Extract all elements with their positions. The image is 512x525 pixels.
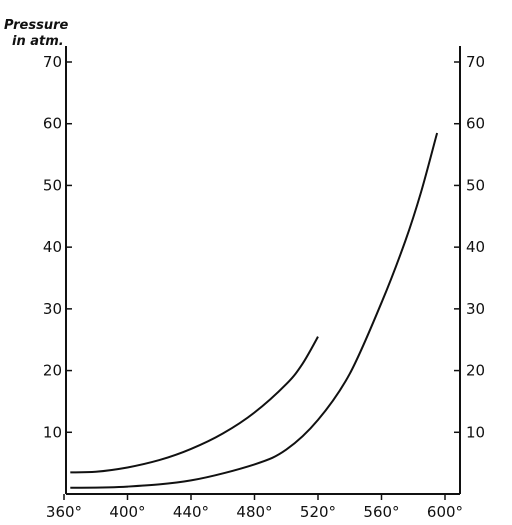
series-line-2 <box>70 132 439 489</box>
x-tick-label: 480° <box>236 503 272 521</box>
y-axis-title: Pressure in atm. <box>4 18 82 50</box>
y-axis-title-line2: in atm. <box>12 34 64 49</box>
x-tick-label: 560° <box>363 503 399 521</box>
right-tick-label: 40 <box>466 238 485 256</box>
left-tick-label: 30 <box>43 300 62 318</box>
right-tick-label: 50 <box>466 176 485 194</box>
right-tick-label: 10 <box>466 423 485 441</box>
series-line-1 <box>70 336 319 474</box>
left-tick-label: 10 <box>43 423 62 441</box>
left-tick-label: 40 <box>43 238 62 256</box>
axes <box>65 46 461 495</box>
right-tick-label: 60 <box>466 115 485 133</box>
y-axis-title-line1: Pressure <box>4 18 69 33</box>
right-tick-label: 70 <box>466 53 485 71</box>
left-tick-label: 70 <box>43 53 62 71</box>
x-tick-label: 440° <box>173 503 209 521</box>
ticks: 10 10 20 20 30 30 40 40 50 50 60 60 70 70 360° 400° 440°… <box>43 53 485 521</box>
x-tick-label: 520° <box>300 503 336 521</box>
x-tick-label: 360° <box>46 503 82 521</box>
right-tick-label: 30 <box>466 300 485 318</box>
x-tick-label: 600° <box>427 503 463 521</box>
right-tick-label: 20 <box>466 362 485 380</box>
left-tick-label: 50 <box>43 176 62 194</box>
left-tick-label: 60 <box>43 115 62 133</box>
left-tick-label: 20 <box>43 362 62 380</box>
series-group <box>70 132 439 489</box>
x-tick-label: 400° <box>109 503 145 521</box>
